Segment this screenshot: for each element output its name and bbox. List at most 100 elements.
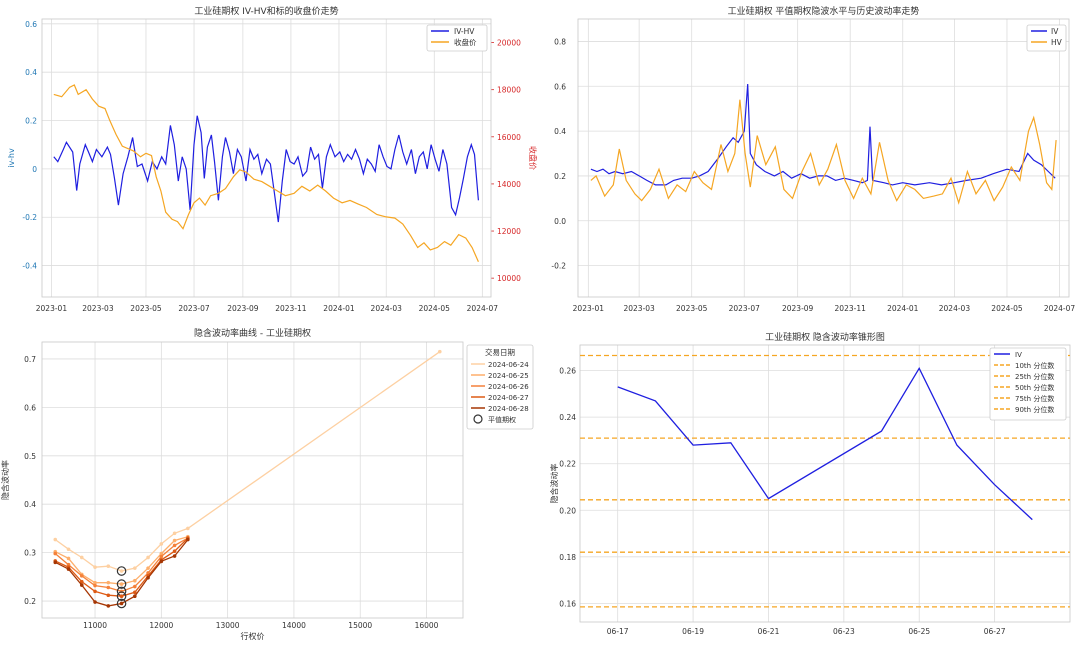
- chart3-smile-point: [172, 538, 177, 543]
- chart3-smile-point: [53, 551, 58, 556]
- chart2-y-tick-label: 0.4: [554, 127, 566, 136]
- chart3-legend-label: 2024-06-25: [488, 372, 529, 380]
- chart1-y-axis-label: iv-hv: [7, 148, 16, 168]
- chart3-legend-label: 2024-06-28: [488, 405, 529, 413]
- chart3-smile-point: [53, 560, 58, 565]
- chart4-legend: [989, 347, 1067, 421]
- chart1-y2-tick-label: 18000: [497, 86, 521, 95]
- chart3-smile-point: [159, 542, 164, 546]
- chart3-smile-point: [159, 551, 164, 556]
- chart3-smile-point: [133, 590, 137, 595]
- chart1-title: 工业硅期权 IV-HV和标的收盘价走势: [194, 5, 338, 17]
- chart2-legend-label: IV: [1051, 27, 1059, 36]
- chart1-x-tick-label: 2023-01: [36, 304, 68, 313]
- chart2-x-tick-label: 2023-01: [573, 304, 605, 313]
- chart3-x-axis-label: 行权价: [241, 631, 265, 641]
- chart1-y2-tick-label: 14000: [497, 180, 521, 189]
- chart3-smile-line-0: [54, 351, 441, 572]
- chart2-y-tick-label: 0.2: [554, 172, 566, 181]
- chart3-y-tick-label: 0.3: [24, 549, 36, 558]
- chart4-y-axis-label: 隐含波动率: [549, 464, 559, 504]
- chart2-series-line-1: [590, 99, 1057, 205]
- chart2-title: 工业硅期权 平值期权隐波水平与历史波动率走势: [728, 5, 920, 17]
- chart3-smile-point: [119, 569, 124, 573]
- chart3-smile-point: [159, 554, 164, 559]
- chart4-y-tick-label: 0.16: [559, 599, 576, 608]
- chart3-smile-point: [53, 537, 58, 542]
- chart3-smile-point: [437, 349, 442, 354]
- chart3-smile-point: [79, 579, 84, 584]
- chart3-smile-point: [172, 549, 177, 553]
- chart1-x-tick-label: 2023-05: [130, 304, 162, 313]
- chart2-x-tick-label: 2023-03: [623, 304, 655, 313]
- chart4-iv-line: [617, 366, 1033, 521]
- chart4-legend-label: 90th 分位数: [1015, 405, 1054, 414]
- chart3-y-tick-label: 0.6: [24, 403, 36, 412]
- chart4-y-tick-label: 0.24: [559, 413, 576, 422]
- chart1-y2-tick-label: 20000: [497, 39, 521, 48]
- chart3-smile-point: [146, 566, 150, 570]
- chart3-smile-point: [79, 583, 84, 587]
- chart3-legend-title: 交易日期: [485, 347, 515, 357]
- chart1-x-tick-label: 2023-09: [227, 304, 259, 313]
- chart3-atm-marker: [116, 598, 127, 609]
- chart3-smile-point: [172, 554, 177, 558]
- chart3-smile-point: [66, 547, 71, 552]
- chart3-atm-marker: [116, 566, 127, 576]
- chart2-x-tick-label: 2023-11: [835, 304, 867, 313]
- chart3-x-tick-label: 11000: [83, 621, 107, 630]
- chart1-y-tick-label: 0.6: [25, 20, 37, 29]
- chart3-atm-marker: [116, 591, 127, 602]
- chart3-y-tick-label: 0.2: [24, 597, 36, 606]
- chart4-legend-label: IV: [1015, 351, 1022, 359]
- chart2-x-tick-label: 2024-01: [887, 304, 919, 313]
- chart3-x-tick-label: 16000: [415, 621, 439, 630]
- chart4-x-tick-label: 06-25: [908, 627, 930, 636]
- chart4-legend-label: 50th 分位数: [1015, 383, 1054, 392]
- chart4-y-tick-label: 0.20: [559, 506, 576, 515]
- chart1-x-tick-label: 2023-07: [178, 304, 210, 313]
- chart4-y-tick-label: 0.18: [559, 553, 576, 562]
- chart2-series-line-0: [590, 83, 1056, 186]
- chart3-smile-point: [93, 565, 97, 569]
- chart3-smile-point: [93, 580, 97, 585]
- chart3-smile-point: [146, 576, 150, 580]
- chart3-x-tick-label: 13000: [216, 621, 240, 630]
- chart1-y-tick-label: 0.2: [25, 117, 37, 126]
- chart1-x-tick-label: 2024-01: [323, 304, 355, 313]
- chart2-plot-frame: [577, 18, 1070, 298]
- chart1-plot-frame: [41, 18, 492, 298]
- chart2-legend-label: HV: [1051, 38, 1063, 47]
- chart3-smile-point: [159, 559, 164, 564]
- chart3-smile-point: [106, 564, 111, 568]
- chart2-y-tick-label: -0.2: [551, 262, 566, 271]
- chart3-smile-point: [66, 556, 71, 561]
- chart3-smile-point: [106, 585, 111, 590]
- chart1-y2-tick-label: 10000: [497, 274, 521, 283]
- chart3-smile-point: [79, 574, 84, 578]
- chart2-x-tick-label: 2023-07: [729, 304, 761, 313]
- chart3-smile-point: [93, 600, 97, 604]
- chart2-x-tick-label: 2024-05: [991, 304, 1023, 313]
- chart2-x-tick-label: 2024-03: [939, 304, 971, 313]
- chart4-plot-frame: [579, 344, 1071, 623]
- chart3-smile-point: [172, 543, 177, 548]
- chart3-smile-point: [133, 584, 137, 589]
- chart2-y-tick-label: 0.6: [554, 82, 566, 91]
- chart1-series-line-0: [53, 115, 479, 223]
- chart1-x-tick-label: 2024-07: [467, 304, 499, 313]
- chart4-legend-label: 10th 分位数: [1015, 361, 1054, 370]
- chart1-x-tick-label: 2023-03: [82, 304, 114, 313]
- chart3-y-tick-label: 0.4: [24, 500, 36, 509]
- chart1-legend-label: IV-HV: [454, 27, 475, 36]
- chart3-smile-point: [106, 593, 111, 598]
- chart3-smile-point: [119, 582, 124, 586]
- chart1-y2-tick-label: 12000: [497, 227, 521, 236]
- chart2-y-tick-label: 0.8: [554, 37, 566, 46]
- chart3-title: 隐含波动率曲线 - 工业硅期权: [194, 327, 311, 339]
- chart3-smile-point: [106, 604, 111, 608]
- chart1-y-tick-label: 0.4: [25, 68, 37, 77]
- chart4-x-tick-label: 06-21: [758, 627, 780, 636]
- chart4-y-tick-label: 0.26: [559, 367, 576, 376]
